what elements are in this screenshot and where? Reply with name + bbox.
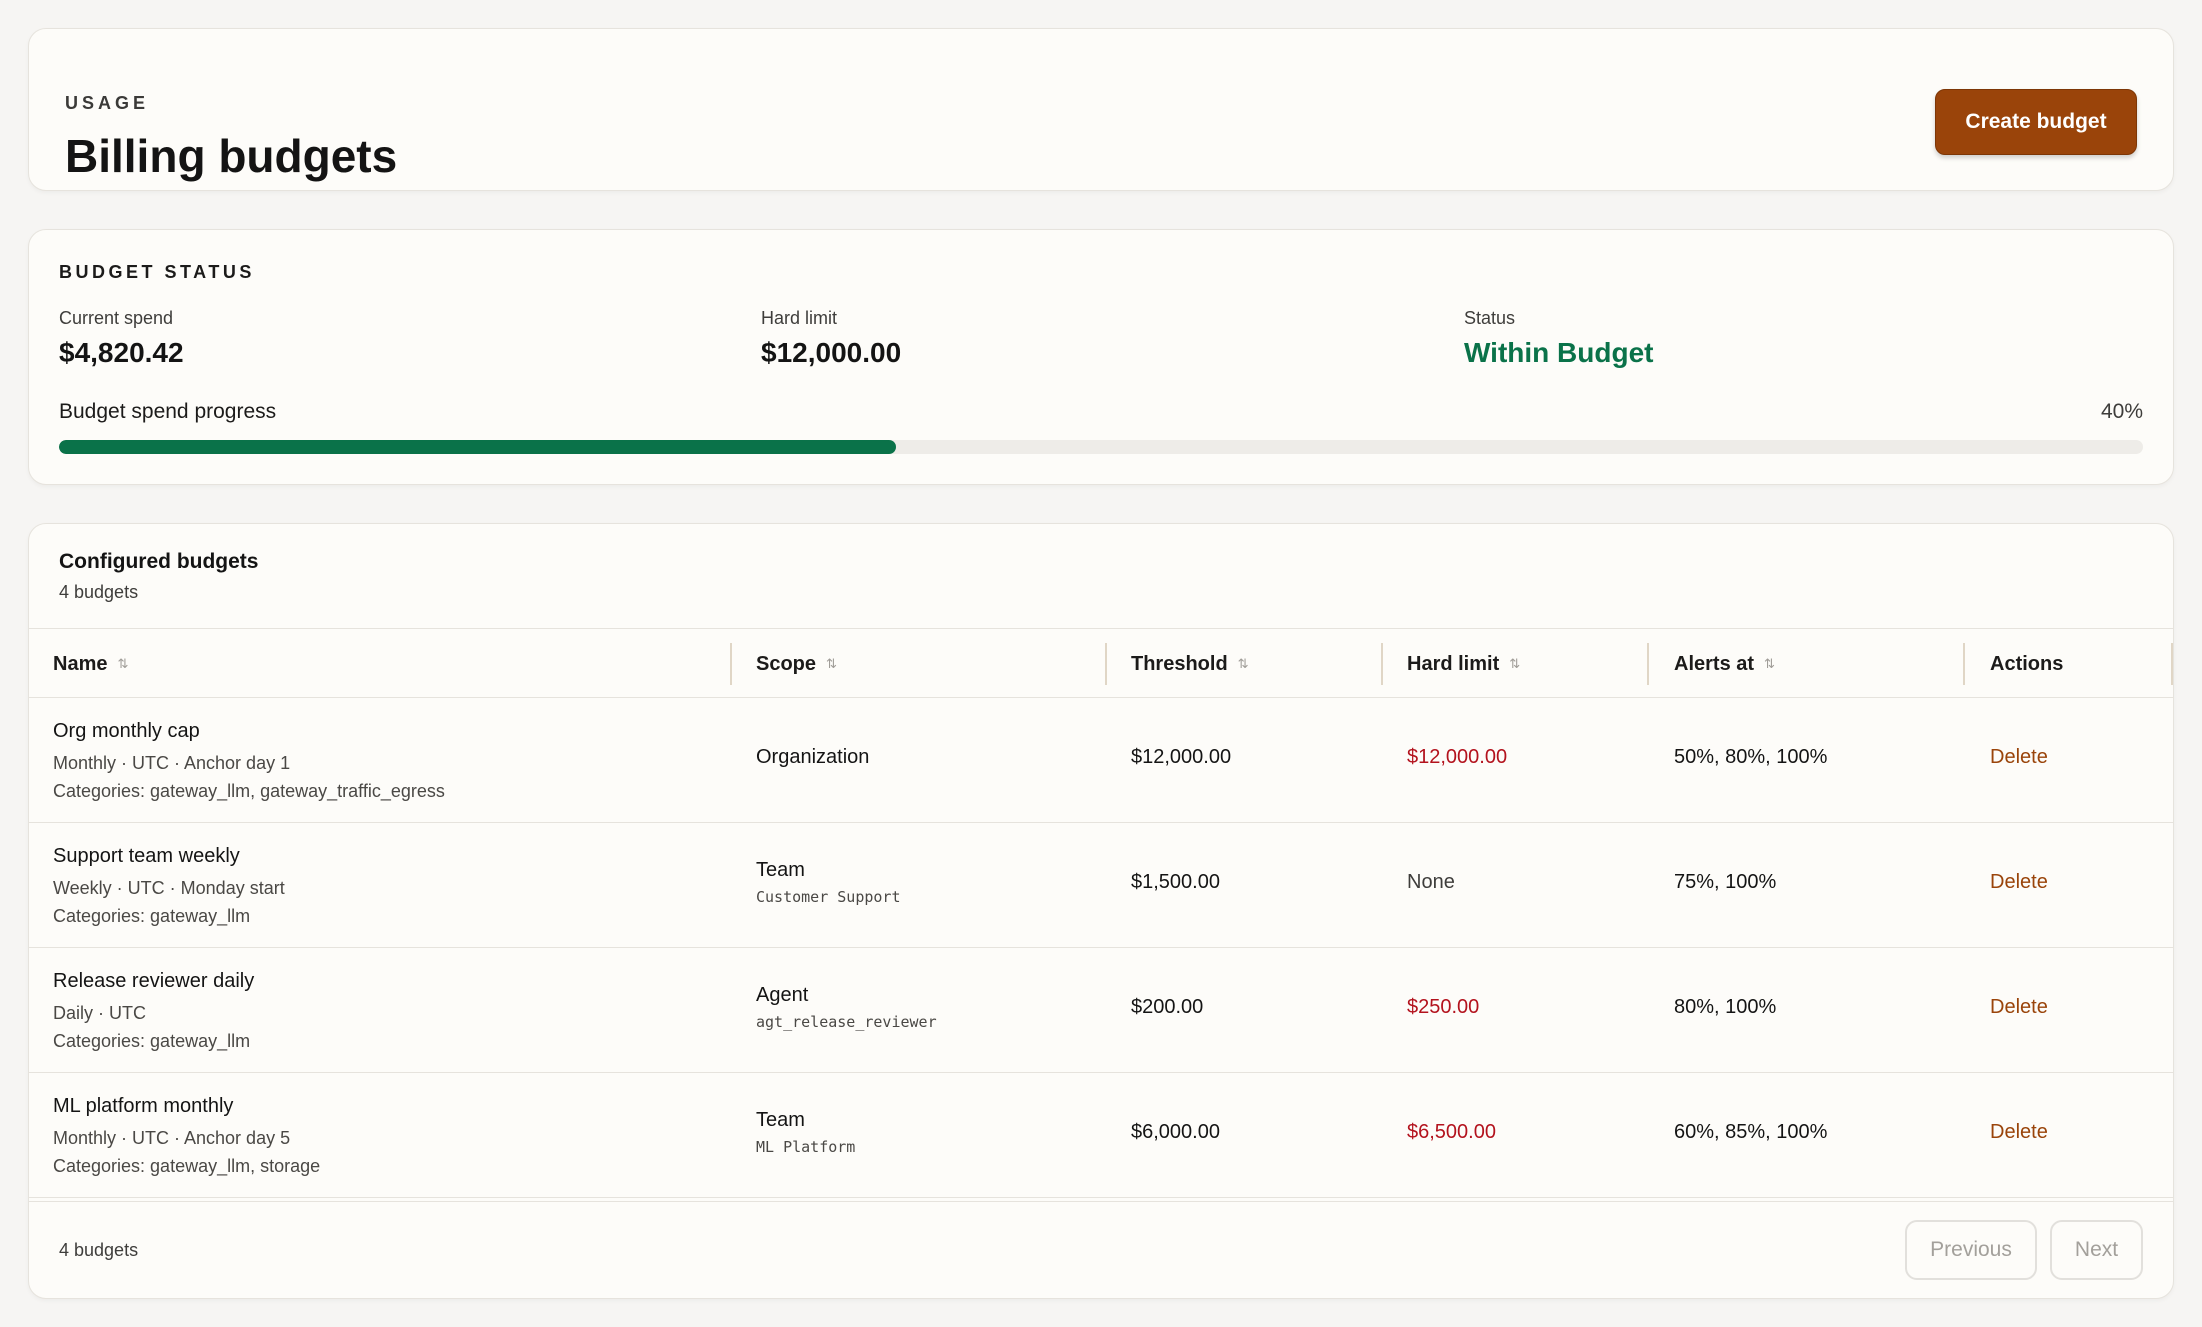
- scope-detail: Customer Support: [756, 888, 901, 906]
- page-header: USAGE Billing budgets Create budget: [28, 28, 2174, 191]
- delete-button[interactable]: Delete: [1990, 871, 2048, 893]
- current-spend-label: Current spend: [59, 308, 174, 328]
- hard-limit-cell: $6,500.00: [1407, 1121, 1496, 1143]
- column-header-threshold[interactable]: Threshold ⇅: [1131, 652, 1249, 675]
- current-spend-metric: Current spend $4,820.42: [59, 308, 184, 369]
- column-header-actions: Actions: [1990, 652, 2064, 675]
- table-row: Org monthly cap Monthly · UTC · Anchor d…: [29, 698, 2173, 823]
- scope-detail: ML Platform: [756, 1138, 856, 1156]
- hard-limit-cell: $250.00: [1407, 996, 1480, 1018]
- scope-detail: agt_release_reviewer: [756, 1013, 937, 1031]
- table-subtitle: 4 budgets: [59, 582, 139, 602]
- progress-percent: 40%: [2100, 400, 2143, 423]
- scope-type: Agent: [756, 984, 809, 1006]
- sort-icon: ⇅: [826, 656, 837, 671]
- scope-cell: Organization: [756, 746, 869, 769]
- column-divider[interactable]: [730, 643, 732, 685]
- page-title: Billing budgets: [65, 130, 398, 182]
- alerts-cell: 50%, 80%, 100%: [1674, 746, 1828, 768]
- sort-icon: ⇅: [1509, 656, 1521, 671]
- hard-limit-value: $12,000.00: [761, 337, 902, 368]
- column-header-hard-limit[interactable]: Hard limit ⇅: [1407, 652, 1521, 675]
- delete-button[interactable]: Delete: [1990, 1121, 2048, 1143]
- threshold-cell: $6,000.00: [1131, 1121, 1220, 1143]
- column-header-alerts-at[interactable]: Alerts at ⇅: [1674, 652, 1775, 675]
- page-eyebrow: USAGE: [65, 93, 150, 113]
- budget-name-cell: ML platform monthly Monthly · UTC · Anch…: [53, 1095, 320, 1180]
- delete-button[interactable]: Delete: [1990, 746, 2048, 768]
- hard-limit-cell: $12,000.00: [1407, 746, 1508, 768]
- budget-name-cell: Release reviewer daily Daily · UTC Categ…: [53, 970, 254, 1055]
- create-budget-button[interactable]: Create budget: [1935, 89, 2137, 155]
- budget-status-card: BUDGET STATUS Current spend $4,820.42 Ha…: [28, 229, 2174, 485]
- budget-categories: Categories: gateway_llm: [53, 906, 251, 926]
- previous-page-button[interactable]: Previous: [1905, 1220, 2037, 1280]
- progress-label: Budget spend progress: [59, 400, 277, 423]
- budget-progress-fill: [59, 440, 897, 454]
- budget-name: Support team weekly: [53, 845, 240, 867]
- budget-categories: Categories: gateway_llm: [53, 1031, 251, 1051]
- column-header-name[interactable]: Name ⇅: [53, 652, 129, 675]
- budget-categories: Categories: gateway_llm, gateway_traffic…: [53, 781, 445, 801]
- sort-icon: ⇅: [117, 656, 129, 671]
- scope-type: Organization: [756, 746, 870, 768]
- column-divider[interactable]: [1381, 643, 1383, 685]
- budget-name-cell: Support team weekly Weekly · UTC · Monda…: [53, 845, 285, 930]
- status-value: Within Budget: [1464, 337, 1654, 368]
- sort-icon: ⇅: [1237, 656, 1249, 671]
- footer-count: 4 budgets: [59, 1240, 139, 1260]
- current-spend-value: $4,820.42: [59, 337, 184, 368]
- table-row: ML platform monthly Monthly · UTC · Anch…: [29, 1073, 2173, 1198]
- configured-budgets-card: Configured budgets 4 budgets Name ⇅ Scope…: [28, 523, 2174, 1299]
- table-row: Release reviewer daily Daily · UTC Categ…: [29, 948, 2173, 1073]
- table-title: Configured budgets: [59, 550, 259, 573]
- threshold-cell: $12,000.00: [1131, 746, 1232, 768]
- budget-period: Monthly · UTC · Anchor day 5: [53, 1128, 291, 1148]
- alerts-cell: 80%, 100%: [1674, 996, 1777, 1018]
- scope-cell: Agent agt_release_reviewer: [756, 984, 937, 1031]
- hard-limit-label: Hard limit: [761, 308, 838, 328]
- scope-type: Team: [756, 1109, 805, 1131]
- column-header-scope[interactable]: Scope ⇅: [756, 652, 837, 675]
- column-divider[interactable]: [1647, 643, 1649, 685]
- threshold-cell: $200.00: [1131, 996, 1204, 1018]
- hard-limit-metric: Hard limit $12,000.00: [761, 308, 901, 369]
- budget-status-heading: BUDGET STATUS: [59, 262, 255, 282]
- hard-limit-cell: None: [1407, 871, 1455, 893]
- budget-progress-bar: [59, 440, 2143, 454]
- alerts-cell: 60%, 85%, 100%: [1674, 1121, 1828, 1143]
- delete-button[interactable]: Delete: [1990, 996, 2048, 1018]
- table-header: Name ⇅ Scope ⇅ Threshold ⇅ Hard limit ⇅ Aler…: [29, 628, 2173, 698]
- column-divider[interactable]: [2171, 643, 2173, 685]
- budget-name-cell: Org monthly cap Monthly · UTC · Anchor d…: [53, 720, 445, 805]
- column-divider[interactable]: [1963, 643, 1965, 685]
- sort-icon: ⇅: [1764, 656, 1775, 671]
- budget-name: Org monthly cap: [53, 720, 200, 742]
- budget-period: Weekly · UTC · Monday start: [53, 878, 285, 898]
- scope-cell: Team Customer Support: [756, 859, 901, 906]
- budget-name: ML platform monthly: [53, 1095, 234, 1117]
- status-label: Status: [1464, 308, 1516, 328]
- threshold-cell: $1,500.00: [1131, 871, 1220, 893]
- table-row: Support team weekly Weekly · UTC · Monda…: [29, 823, 2173, 948]
- status-metric: Status Within Budget: [1464, 308, 1653, 369]
- scope-type: Team: [756, 859, 805, 881]
- next-page-button[interactable]: Next: [2050, 1220, 2143, 1280]
- alerts-cell: 75%, 100%: [1674, 871, 1777, 893]
- scope-cell: Team ML Platform: [756, 1109, 855, 1156]
- column-divider[interactable]: [1105, 643, 1107, 685]
- budget-name: Release reviewer daily: [53, 970, 255, 992]
- budget-period: Daily · UTC: [53, 1003, 146, 1023]
- table-footer: 4 budgets Previous Next: [29, 1201, 2173, 1298]
- budget-period: Monthly · UTC · Anchor day 1: [53, 753, 291, 773]
- budget-categories: Categories: gateway_llm, storage: [53, 1156, 321, 1176]
